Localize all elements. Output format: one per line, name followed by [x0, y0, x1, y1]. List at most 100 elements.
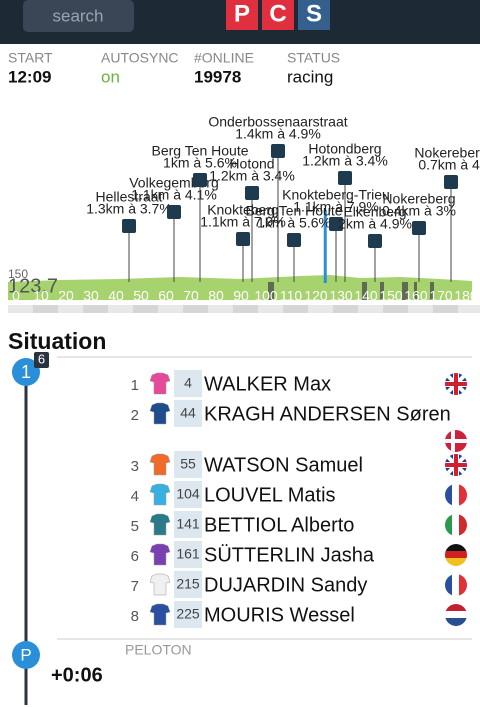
flag-part	[445, 551, 467, 559]
cobble-sector	[362, 282, 367, 300]
bib-box	[174, 451, 202, 478]
flag-part	[452, 574, 460, 596]
stat-value: on	[101, 67, 120, 86]
flag-part	[459, 484, 467, 506]
flag-part	[459, 574, 467, 596]
x-tick-label: 130	[329, 288, 353, 304]
search-box[interactable]	[23, 0, 134, 32]
jersey	[149, 573, 171, 596]
profile-strip	[183, 305, 208, 313]
rider-bib: 104	[176, 486, 200, 502]
climb-detail: 0.7km à 4.	[418, 157, 480, 173]
rider-name[interactable]: WALKER Max	[204, 373, 331, 395]
x-tick-label: 160	[404, 288, 428, 304]
stat-value: 12:09	[8, 67, 51, 86]
bib-box	[174, 601, 202, 628]
climb-marker	[193, 173, 207, 187]
rider-name[interactable]: WATSON Samuel	[204, 454, 363, 476]
rider-bib: 55	[180, 456, 196, 472]
climb-detail: 1.4km à 4.9%	[235, 126, 321, 142]
logo-letter: C	[269, 0, 286, 27]
climb-name: Berg Ten Houte	[151, 143, 248, 159]
x-tick-label: 150	[379, 288, 403, 304]
rider-bib: 141	[176, 516, 200, 532]
x-tick-label: 120	[304, 288, 328, 304]
rider-name[interactable]: LOUVEL Matis	[204, 484, 336, 506]
flag	[445, 454, 467, 476]
x-tick-label: 50	[133, 288, 149, 304]
climb-marker	[236, 232, 250, 246]
logo-box	[226, 0, 258, 30]
jersey	[149, 372, 171, 395]
climb-marker	[287, 233, 301, 247]
flag	[445, 544, 467, 566]
rider-name[interactable]: DUJARDIN Sandy	[204, 574, 367, 596]
flag-part	[459, 514, 467, 536]
profile-strip	[258, 305, 283, 313]
climb-name: Hellestraat	[96, 189, 163, 205]
profile-strip	[158, 305, 183, 313]
cobble-sector	[430, 282, 434, 300]
jersey	[149, 453, 171, 476]
logo-box	[298, 0, 330, 30]
climb-name: Berg Ten Houte	[245, 203, 342, 219]
cobble-sector	[402, 282, 408, 300]
profile-strip	[108, 305, 133, 313]
profile-strip	[433, 305, 458, 313]
rider-bib: 225	[176, 606, 200, 622]
logo-letter: P	[234, 0, 250, 27]
group-name: PELOTON	[125, 642, 192, 658]
altitude-label: 150	[8, 267, 28, 281]
jersey	[149, 513, 171, 536]
rider-bib: 215	[176, 576, 200, 592]
group-label: P	[20, 645, 31, 664]
logo-box	[262, 0, 294, 30]
flag	[445, 373, 467, 395]
rider-rank: 7	[131, 578, 139, 595]
flag	[445, 514, 467, 536]
x-tick-label: 100	[254, 288, 278, 304]
climb-detail: 1.3km à 3.7%	[86, 201, 172, 217]
flag-part	[451, 430, 455, 452]
section-title: Situation	[8, 328, 106, 354]
x-tick-label: 170	[429, 288, 453, 304]
rider-rank: 4	[131, 488, 139, 505]
rider-rank: 2	[131, 407, 139, 424]
profile-strip	[283, 305, 308, 313]
climb-detail: 1km à 5.6%	[257, 215, 331, 231]
jersey	[149, 603, 171, 626]
jersey	[149, 483, 171, 506]
rider-name[interactable]: KRAGH ANDERSEN Søren	[204, 403, 451, 425]
flag	[445, 604, 467, 626]
climb-name: Hotondberg	[308, 141, 381, 157]
climb-marker	[245, 186, 259, 200]
flag	[445, 574, 467, 596]
x-tick-label: 80	[208, 288, 224, 304]
climb-name: Nokereberg	[382, 191, 455, 207]
flag-part	[445, 558, 467, 566]
jersey	[149, 402, 171, 425]
stat-label: STATUS	[287, 50, 340, 66]
x-tick-label: 60	[158, 288, 174, 304]
group-gap: +0:06	[51, 664, 103, 686]
rider-rank: 6	[131, 548, 139, 565]
rider-rank: 8	[131, 608, 139, 625]
flag-part	[445, 604, 467, 612]
profile-strip	[308, 305, 333, 313]
jersey	[149, 543, 171, 566]
x-tick-label: 110	[280, 288, 303, 304]
flag-part	[445, 544, 467, 552]
climb-detail: 1.1km à 7.9%	[200, 214, 286, 230]
climb-detail: 0.4km à 3%	[382, 203, 456, 219]
rider-name[interactable]: SÜTTERLIN Jasha	[204, 544, 375, 566]
climb-detail: 2km à 4.9%	[338, 216, 412, 232]
x-tick-label: 30	[83, 288, 99, 304]
flag-part	[445, 618, 467, 626]
group-circle	[12, 641, 40, 669]
rider-name[interactable]: BETTIOL Alberto	[204, 514, 354, 536]
flag-part	[445, 574, 453, 596]
profile-strip	[333, 305, 358, 313]
rider-name[interactable]: MOURIS Wessel	[204, 604, 355, 626]
